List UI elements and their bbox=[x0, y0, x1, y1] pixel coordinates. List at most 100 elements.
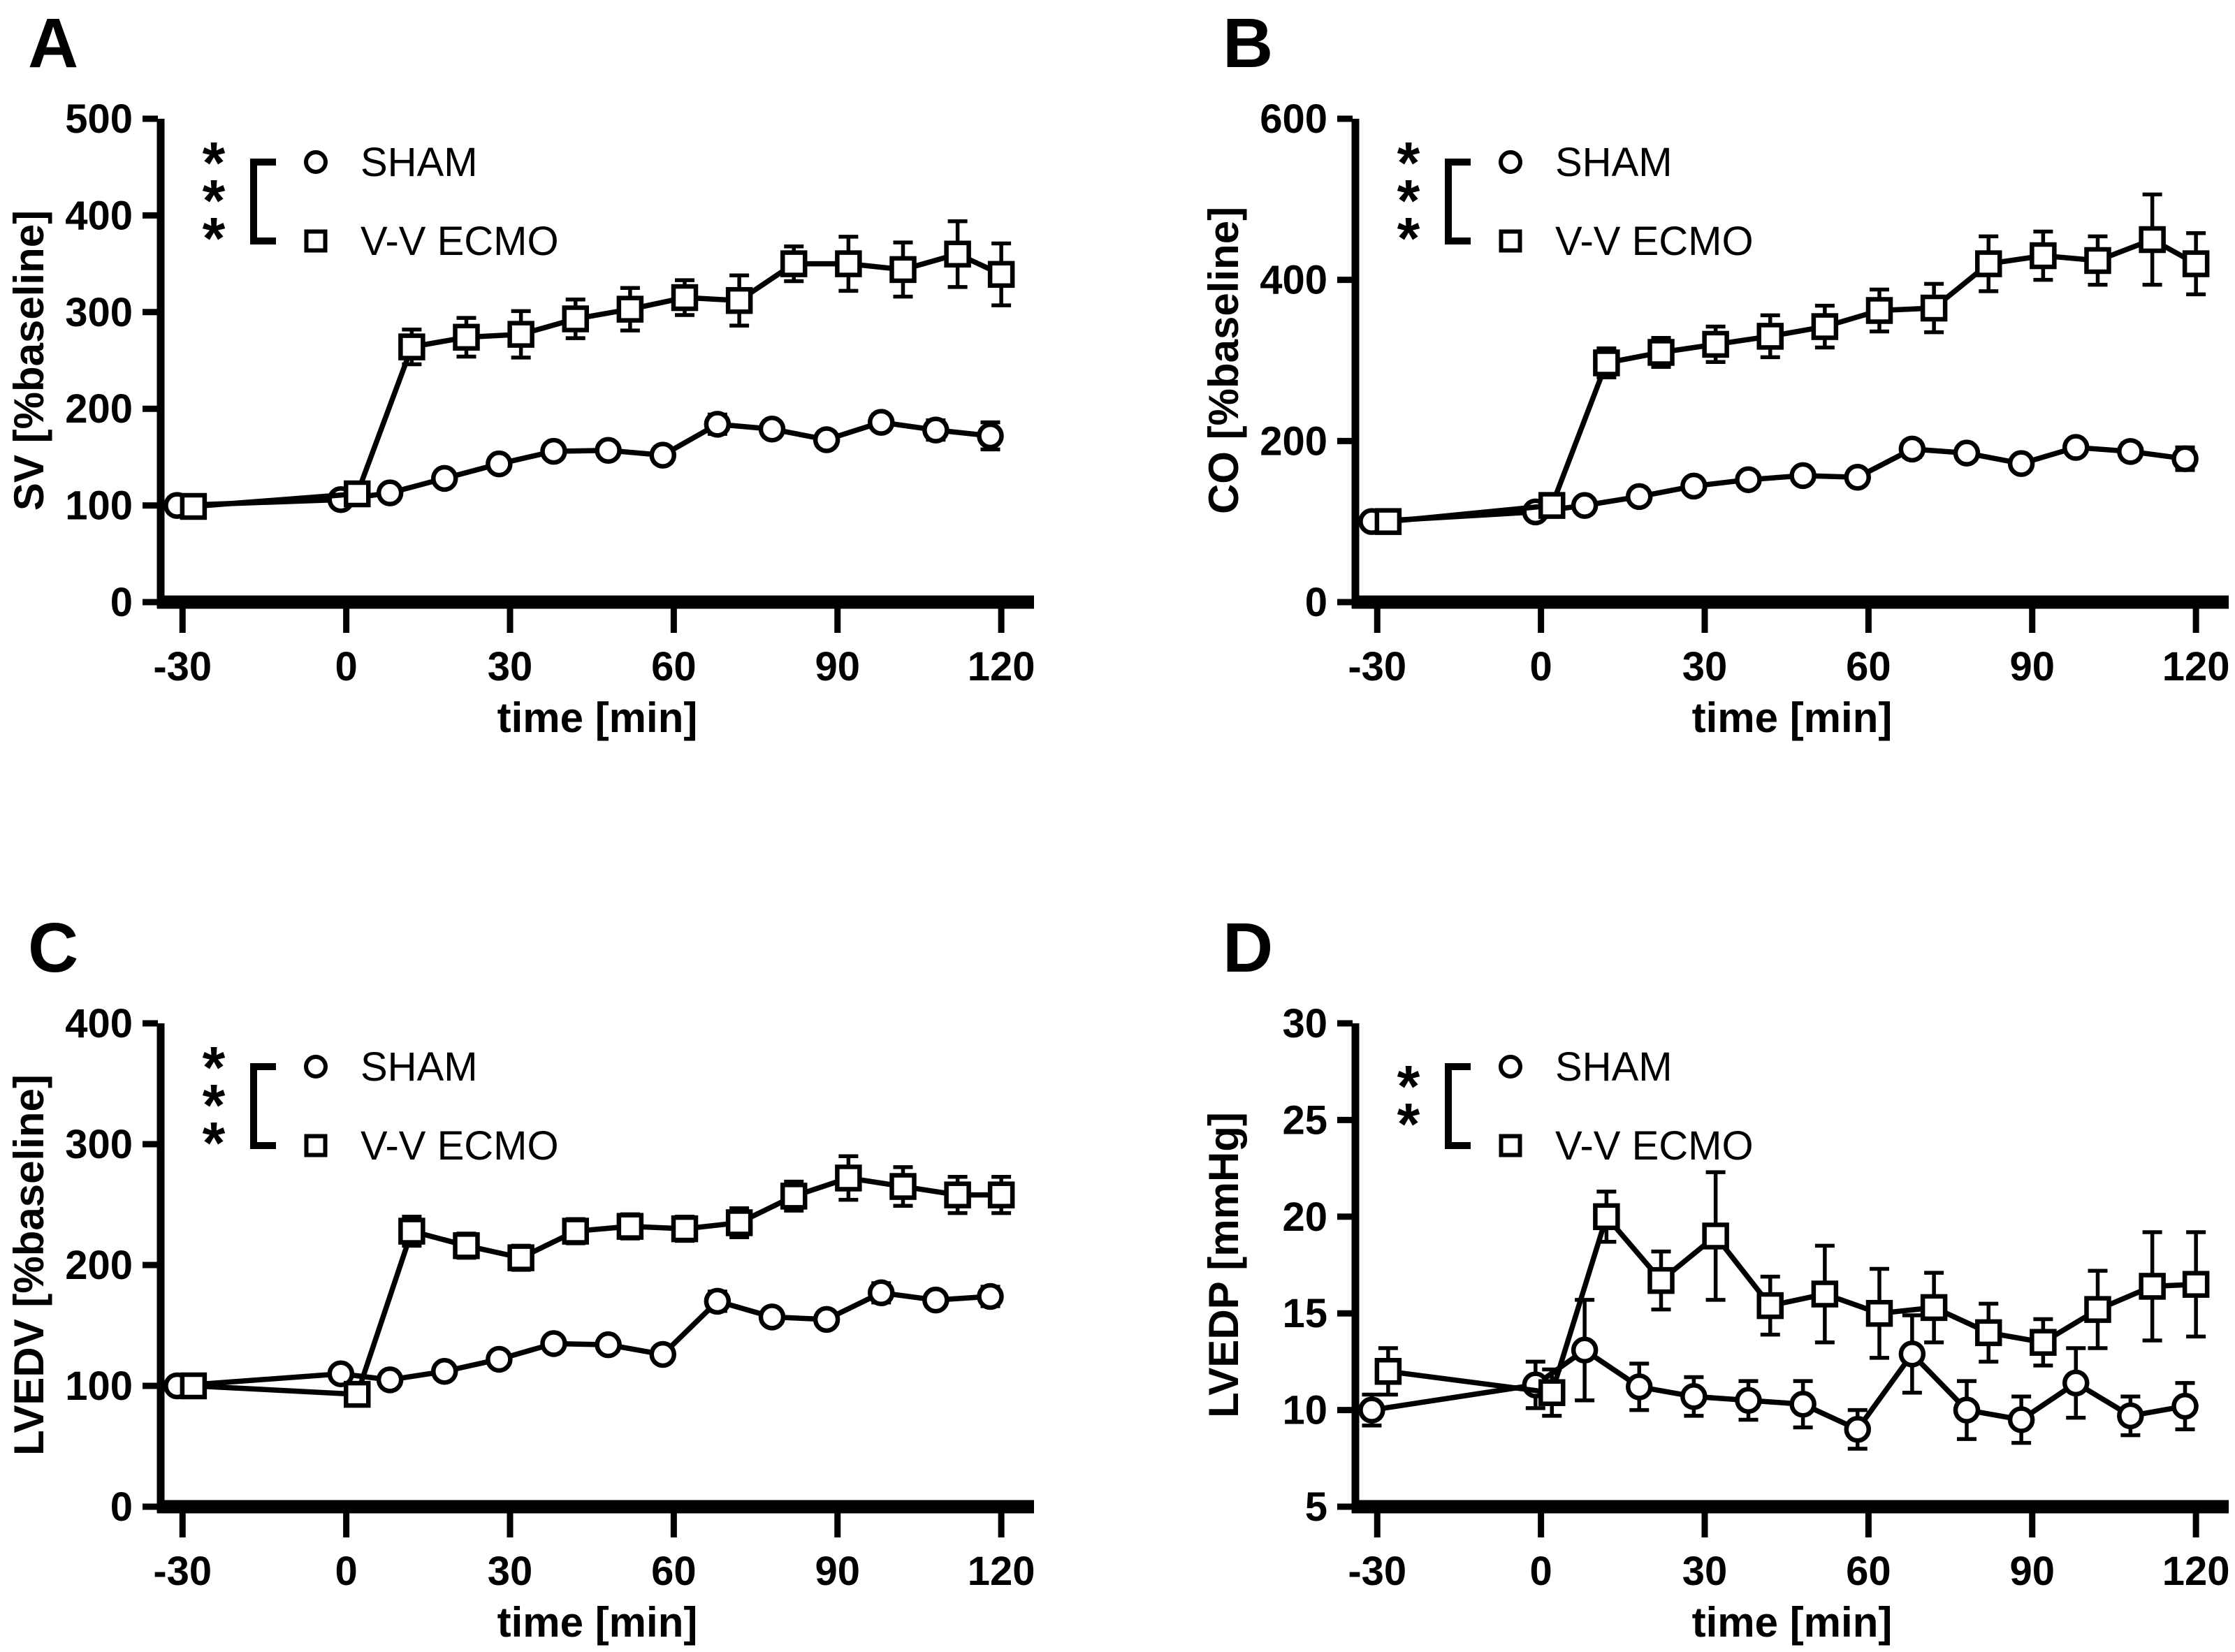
legend-label-sham: SHAM bbox=[361, 140, 478, 185]
svg-text:400: 400 bbox=[65, 193, 133, 238]
svg-text:600: 600 bbox=[1260, 96, 1327, 142]
panel-C-letter: C bbox=[28, 909, 79, 987]
axes bbox=[1337, 115, 2229, 633]
significance-asterisk: * bbox=[203, 168, 226, 233]
svg-text:200: 200 bbox=[65, 386, 133, 432]
svg-text:90: 90 bbox=[815, 1549, 860, 1594]
svg-text:200: 200 bbox=[1260, 418, 1327, 464]
series-sham bbox=[163, 1279, 1004, 1400]
axes bbox=[143, 115, 1034, 633]
svg-text:100: 100 bbox=[65, 1364, 133, 1409]
svg-text:SV [%baseline]: SV [%baseline] bbox=[6, 210, 52, 511]
series-v-v-ecmo bbox=[1374, 1170, 2210, 1418]
significance-asterisk: * bbox=[1397, 1053, 1420, 1119]
svg-text:30: 30 bbox=[1682, 644, 1728, 689]
svg-text:400: 400 bbox=[65, 1001, 133, 1046]
axis-labels: -30 0 30 60 90 120 0 100 200 300 400 time [min] LVED… bbox=[6, 1001, 1035, 1646]
legend-square-icon bbox=[304, 229, 328, 253]
significance-asterisk: * bbox=[1397, 130, 1420, 196]
svg-text:time [min]: time [min] bbox=[497, 694, 698, 741]
panel-A: A -30 0 30 60 90 120 0 100 200 300 400 500 time [min… bbox=[0, 0, 1118, 747]
svg-text:30: 30 bbox=[1682, 1549, 1728, 1594]
panel-B-letter: B bbox=[1223, 4, 1274, 82]
svg-text:0: 0 bbox=[335, 1549, 357, 1594]
panel-C-chart: -30 0 30 60 90 120 0 100 200 300 400 time [min] LVED… bbox=[6, 1001, 1035, 1646]
svg-text:-30: -30 bbox=[1348, 644, 1406, 689]
legend: ** SHAM V-V ECMO bbox=[1397, 1044, 1754, 1169]
significance-asterisk: * bbox=[1397, 1091, 1420, 1157]
svg-text:60: 60 bbox=[1846, 1549, 1891, 1594]
axes bbox=[143, 1020, 1034, 1537]
svg-text:400: 400 bbox=[1260, 258, 1327, 303]
legend-label-ecmo: V-V ECMO bbox=[361, 219, 559, 264]
svg-text:0: 0 bbox=[1529, 644, 1552, 689]
svg-text:60: 60 bbox=[651, 1549, 697, 1594]
axis-labels: -30 0 30 60 90 120 0 200 400 600 time [min] CO [%ba… bbox=[1200, 96, 2230, 741]
svg-text:-30: -30 bbox=[1348, 1549, 1406, 1594]
significance-asterisk: * bbox=[203, 1072, 226, 1138]
legend-circle-icon bbox=[1499, 150, 1522, 174]
panel-B-chart: -30 0 30 60 90 120 0 200 400 600 time [min] CO [%ba… bbox=[1200, 96, 2230, 741]
legend-circle-icon bbox=[304, 150, 328, 174]
svg-text:300: 300 bbox=[65, 290, 133, 335]
svg-text:20: 20 bbox=[1282, 1194, 1327, 1240]
svg-text:120: 120 bbox=[2162, 1549, 2230, 1594]
svg-text:time [min]: time [min] bbox=[1692, 1599, 1893, 1646]
significance-bracket bbox=[250, 1063, 276, 1149]
svg-text:0: 0 bbox=[1529, 1549, 1552, 1594]
svg-text:300: 300 bbox=[65, 1122, 133, 1167]
svg-text:90: 90 bbox=[815, 644, 860, 689]
legend-label-ecmo: V-V ECMO bbox=[1555, 219, 1754, 264]
svg-text:200: 200 bbox=[65, 1243, 133, 1288]
series-sham bbox=[1358, 1298, 2199, 1451]
significance-bracket bbox=[250, 159, 276, 244]
svg-text:0: 0 bbox=[110, 1484, 133, 1530]
svg-text:LVEDP [mmHg]: LVEDP [mmHg] bbox=[1200, 1112, 1247, 1418]
svg-text:15: 15 bbox=[1282, 1291, 1327, 1336]
svg-text:90: 90 bbox=[2009, 1549, 2055, 1594]
series-sham bbox=[1358, 434, 2199, 535]
svg-text:120: 120 bbox=[968, 644, 1035, 689]
legend-label-ecmo: V-V ECMO bbox=[361, 1123, 559, 1169]
panel-B: B -30 0 30 60 90 120 0 200 400 600 time [min] CO [%… bbox=[1118, 0, 2235, 747]
svg-text:0: 0 bbox=[1305, 580, 1327, 625]
svg-text:60: 60 bbox=[1846, 644, 1891, 689]
svg-text:time [min]: time [min] bbox=[497, 1599, 698, 1646]
legend-square-icon bbox=[304, 1134, 328, 1157]
legend-label-sham: SHAM bbox=[1555, 140, 1673, 185]
svg-text:CO [%baseline]: CO [%baseline] bbox=[1200, 207, 1247, 514]
panel-C: C -30 0 30 60 90 120 0 100 200 300 400 time [min] LV… bbox=[0, 905, 1118, 1652]
significance-asterisk: * bbox=[203, 205, 226, 271]
significance-bracket bbox=[1445, 1063, 1471, 1149]
legend-square-icon bbox=[1499, 1134, 1522, 1157]
svg-text:60: 60 bbox=[651, 644, 697, 689]
legend-label-sham: SHAM bbox=[361, 1044, 478, 1090]
svg-text:30: 30 bbox=[488, 644, 533, 689]
series-v-v-ecmo bbox=[180, 1154, 1015, 1408]
axes bbox=[1337, 1020, 2229, 1537]
series-v-v-ecmo bbox=[1374, 192, 2210, 535]
significance-asterisk: * bbox=[203, 1110, 226, 1176]
significance-asterisk: * bbox=[203, 130, 226, 196]
svg-text:100: 100 bbox=[65, 483, 133, 529]
significance-asterisk: * bbox=[203, 1035, 226, 1100]
axis-labels: -30 0 30 60 90 120 5 10 15 20 25 30 time [min] LVEDP … bbox=[1200, 1001, 2230, 1646]
svg-text:30: 30 bbox=[1282, 1001, 1327, 1046]
svg-text:0: 0 bbox=[110, 580, 133, 625]
svg-text:25: 25 bbox=[1282, 1097, 1327, 1143]
svg-text:90: 90 bbox=[2009, 644, 2055, 689]
axis-labels: -30 0 30 60 90 120 0 100 200 300 400 500 time [min] S… bbox=[6, 96, 1035, 741]
panel-D: D -30 0 30 60 90 120 5 10 15 20 25 30 time [min] LVED… bbox=[1118, 905, 2235, 1652]
panel-A-chart: -30 0 30 60 90 120 0 100 200 300 400 500 time [min] S… bbox=[6, 96, 1035, 741]
legend-circle-icon bbox=[304, 1055, 328, 1079]
significance-asterisk: * bbox=[1397, 205, 1420, 271]
svg-text:10: 10 bbox=[1282, 1388, 1327, 1433]
series-v-v-ecmo bbox=[180, 219, 1015, 520]
svg-text:120: 120 bbox=[2162, 644, 2230, 689]
svg-text:500: 500 bbox=[65, 96, 133, 142]
legend-circle-icon bbox=[1499, 1055, 1522, 1079]
